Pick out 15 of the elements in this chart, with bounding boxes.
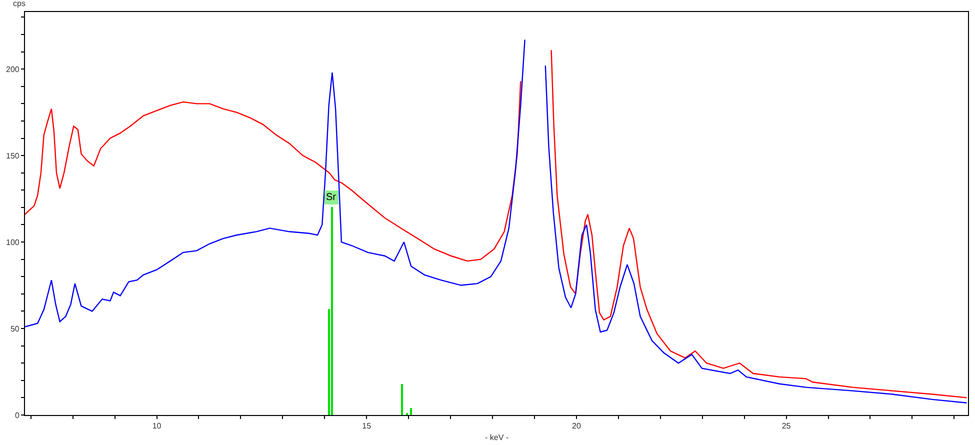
- x-tick-label: 20: [572, 422, 582, 431]
- x-axis-title: - keV -: [485, 433, 509, 442]
- bar: [401, 384, 403, 415]
- annotation: Sr: [326, 192, 337, 203]
- y-axis-title: cps: [13, 0, 26, 8]
- x-tick-label: 25: [782, 422, 792, 431]
- bar: [331, 207, 333, 415]
- x-tick-label: 10: [152, 422, 162, 431]
- y-tick-label: 100: [6, 238, 20, 247]
- y-tick-label: 0: [14, 410, 20, 420]
- x-tick-label: 15: [362, 422, 372, 431]
- y-tick-label: 200: [6, 64, 20, 74]
- y-tick-label: 50: [10, 324, 20, 334]
- bar: [410, 408, 412, 415]
- y-tick-label: 150: [6, 151, 20, 160]
